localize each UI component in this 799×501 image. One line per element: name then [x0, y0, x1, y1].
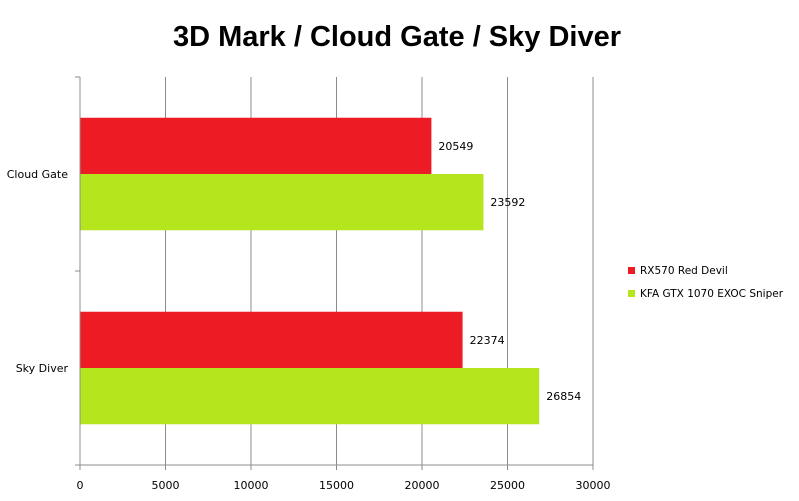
data-label: 23592	[490, 196, 525, 209]
bar	[80, 117, 432, 174]
bar	[80, 174, 484, 231]
x-tick-label: 25000	[490, 479, 525, 492]
data-label: 20549	[438, 140, 473, 153]
x-tick-label: 30000	[576, 479, 611, 492]
axes: Cloud Gate Sky Diver 0 5000 10000 15000 20000 2…	[7, 76, 611, 492]
data-label: 22374	[470, 334, 505, 347]
x-tick-label: 20000	[405, 479, 440, 492]
x-tick-label: 15000	[319, 479, 354, 492]
bars: 20549 23592 22374 26854	[80, 117, 581, 425]
legend-swatch	[628, 267, 635, 274]
bar	[80, 368, 540, 425]
legend-swatch	[628, 290, 635, 297]
chart-title: 3D Mark / Cloud Gate / Sky Diver	[173, 21, 621, 53]
legend-label: RX570 Red Devil	[640, 265, 728, 277]
x-tick-label: 10000	[234, 479, 269, 492]
data-label: 26854	[546, 390, 581, 403]
category-label: Sky Diver	[16, 362, 69, 375]
x-tick-label: 0	[77, 479, 84, 492]
category-label: Cloud Gate	[7, 168, 68, 181]
bar	[80, 311, 463, 368]
x-tick-label: 5000	[152, 479, 180, 492]
legend: RX570 Red Devil KFA GTX 1070 EXOC Sniper	[628, 265, 784, 300]
legend-label: KFA GTX 1070 EXOC Sniper	[640, 288, 784, 300]
